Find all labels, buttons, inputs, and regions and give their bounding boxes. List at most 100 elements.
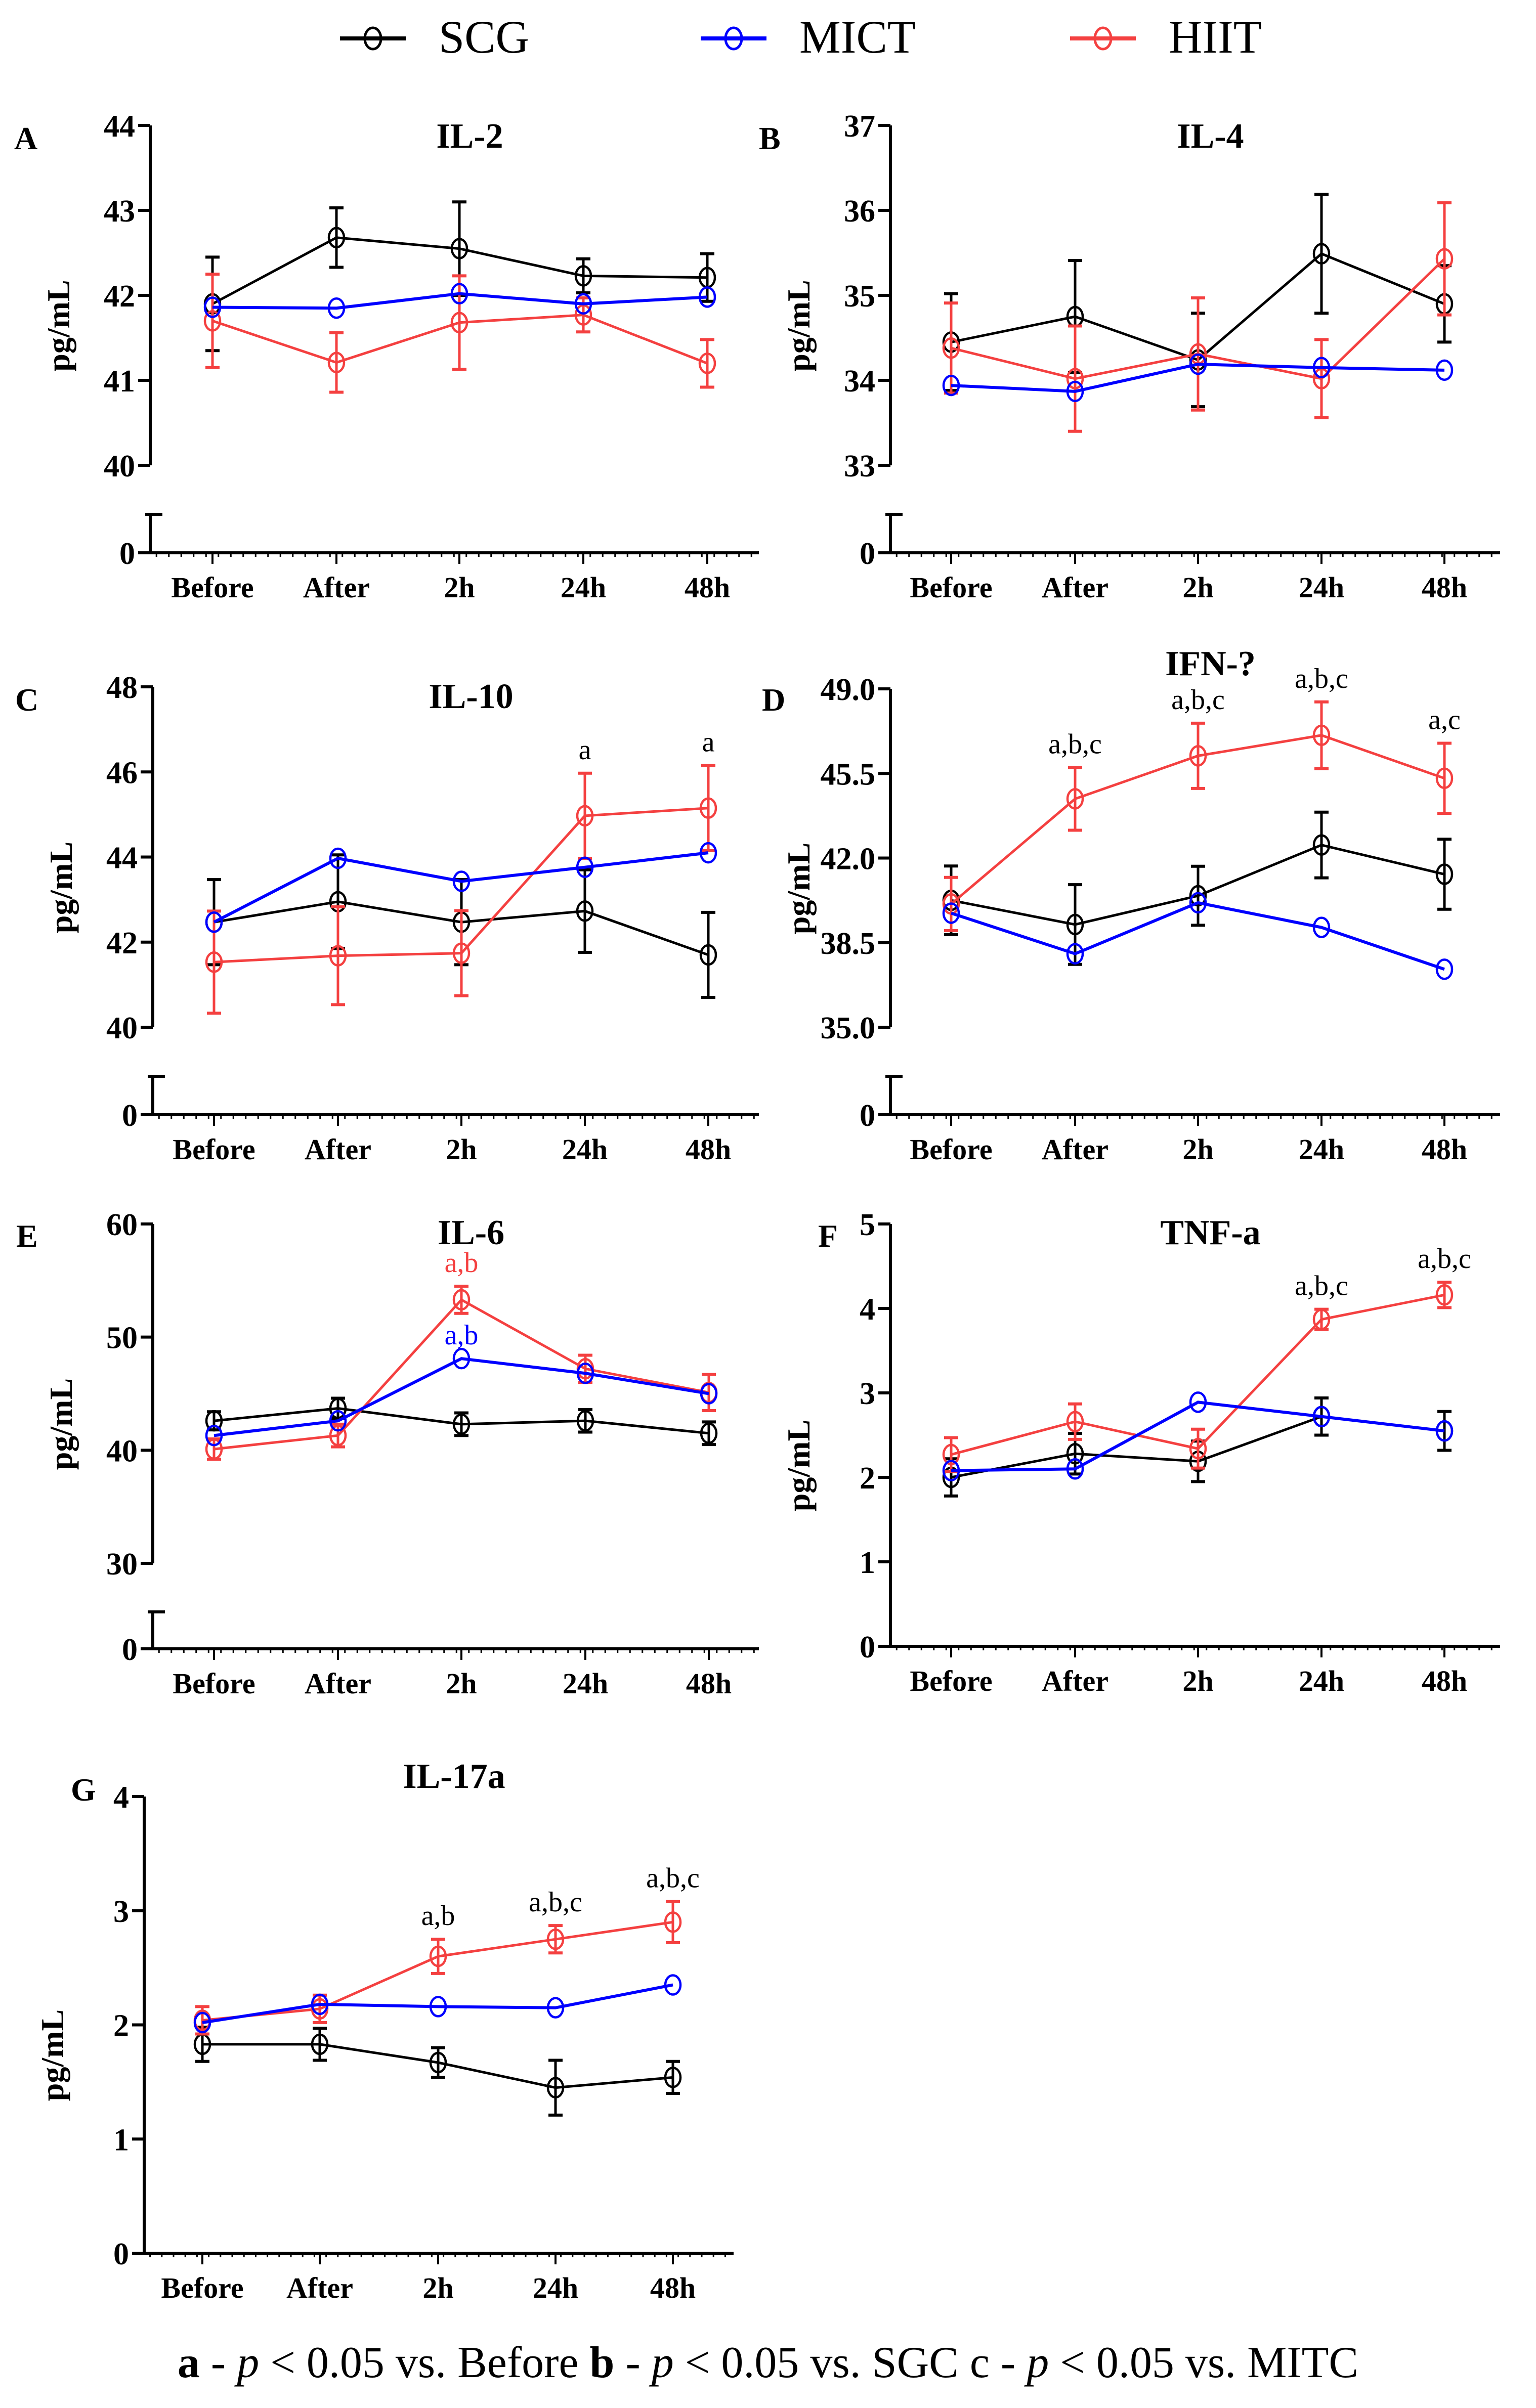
- significance-label: a,b,c: [1295, 663, 1348, 694]
- panel-letter: G: [71, 1772, 96, 1808]
- series-line: [951, 363, 1445, 393]
- series-line: [212, 314, 708, 365]
- x-tick-label: After: [303, 571, 370, 604]
- data-point: [576, 900, 594, 922]
- x-tick-label: 48h: [1422, 1133, 1467, 1166]
- x-tick-label: Before: [171, 571, 253, 604]
- y-tick-label: 44: [104, 109, 135, 144]
- y-axis-label: pg/mL: [781, 280, 817, 371]
- y-tick-label: 60: [106, 1208, 138, 1242]
- data-point: [1312, 834, 1331, 856]
- series-line: [214, 1407, 709, 1435]
- y-tick-label: 48: [106, 671, 138, 705]
- significance-label: a,b: [421, 1900, 455, 1932]
- y-axis-label: pg/mL: [43, 1378, 79, 1470]
- data-point: [429, 2051, 447, 2074]
- footnote-c-letter: c: [970, 2338, 990, 2387]
- series-line: [202, 1920, 673, 2022]
- y-tick-label: 35: [844, 279, 875, 314]
- series-line: [951, 1293, 1445, 1456]
- footnote-c-dash: -: [1001, 2338, 1027, 2387]
- x-tick-label: 24h: [563, 1667, 608, 1700]
- x-tick-label: After: [305, 1133, 371, 1166]
- data-point: [574, 265, 592, 287]
- footnote-b-dash: -: [625, 2338, 651, 2387]
- data-point: [1066, 1458, 1084, 1480]
- y-tick-label: 1: [860, 1546, 875, 1580]
- data-point: [700, 1422, 718, 1444]
- x-tick-label: 2h: [1182, 1133, 1213, 1166]
- data-point: [942, 374, 960, 397]
- data-point: [576, 856, 594, 878]
- y-tick-label: 40: [106, 1434, 138, 1468]
- data-point: [1189, 885, 1207, 907]
- y-tick-label-zero: 0: [860, 537, 875, 571]
- data-point: [1312, 1308, 1331, 1330]
- data-point: [698, 286, 716, 308]
- x-tick-label: 2h: [444, 571, 475, 604]
- y-tick-label-zero: 0: [122, 1633, 138, 1667]
- footnote-a-dash: -: [211, 2338, 237, 2387]
- data-point: [1312, 916, 1331, 938]
- series-mict: [203, 283, 716, 319]
- data-point: [329, 1425, 347, 1447]
- x-tick-label: 48h: [650, 2271, 696, 2304]
- legend-item-hiit: HIIT: [1070, 11, 1262, 63]
- legend-marker-icon: [724, 26, 743, 51]
- legend: SCG MICT HIIT: [340, 11, 1262, 63]
- series-mict: [942, 892, 1454, 980]
- y-tick-label: 50: [106, 1321, 138, 1355]
- y-tick-label: 4: [860, 1292, 875, 1327]
- x-tick-label: Before: [173, 1667, 255, 1700]
- y-tick-label: 44: [106, 841, 138, 875]
- data-point: [1312, 724, 1331, 746]
- x-tick-label: 2h: [446, 1667, 477, 1700]
- data-point: [1189, 353, 1207, 375]
- x-tick-label: Before: [910, 1665, 992, 1697]
- y-axis-label: pg/mL: [781, 1420, 817, 1511]
- y-tick-label-zero: 0: [119, 537, 135, 571]
- legend-label: MICT: [799, 11, 916, 63]
- y-tick-label: 4: [113, 1780, 129, 1815]
- chart-title: IL-17a: [403, 1757, 505, 1796]
- x-tick-label: 2h: [422, 2271, 453, 2304]
- significance-label: a,b,c: [1295, 1271, 1348, 1302]
- data-point: [1312, 357, 1331, 379]
- data-point: [327, 352, 346, 373]
- panel-a: A IL-2 pg/mL 40 41 42 43 44 0 Before After 2h 24h 48h: [14, 109, 759, 604]
- y-tick-label: 46: [106, 756, 138, 790]
- y-tick-label: 3: [860, 1377, 875, 1411]
- x-tick-label: 24h: [1299, 1133, 1344, 1166]
- data-point: [546, 1997, 565, 2019]
- data-point: [699, 842, 717, 864]
- data-point: [1312, 1406, 1331, 1428]
- y-tick-label-zero: 0: [122, 1099, 138, 1133]
- footnote-text: a - p < 0.05 vs. Before b - p < 0.05 vs.…: [178, 2338, 1358, 2387]
- panel-letter: D: [762, 682, 785, 718]
- y-tick-label: 2: [113, 2009, 129, 2043]
- chart-title: IL-2: [436, 117, 503, 156]
- panel-e: E IL-6 pg/mL 30 40 50 60 0 Before After 2h 24h 48h a,…: [16, 1208, 759, 1700]
- y-tick-label: 0: [860, 1630, 875, 1665]
- panel-g: G IL-17a pg/mL 0 1 2 3 4 Before After 2h 24h 48h a,b a…: [34, 1757, 734, 2304]
- y-tick-label: 49.0: [821, 673, 876, 707]
- series-hiit: [942, 700, 1454, 932]
- data-point: [205, 951, 223, 973]
- series-line: [202, 1983, 673, 2024]
- x-tick-label: Before: [161, 2271, 243, 2304]
- data-point: [452, 1289, 471, 1311]
- series-line: [950, 734, 1445, 905]
- data-point: [1312, 243, 1331, 265]
- data-point: [1435, 958, 1454, 980]
- y-tick-label: 43: [104, 194, 135, 229]
- data-point: [452, 870, 471, 892]
- y-tick-label: 1: [113, 2123, 129, 2157]
- significance-label: a,b,c: [646, 1863, 700, 1894]
- footnote-b-letter: b: [590, 2338, 615, 2387]
- data-point: [1189, 1437, 1207, 1460]
- data-point: [205, 1410, 223, 1432]
- x-tick-label: 2h: [1182, 571, 1213, 604]
- series-line: [214, 807, 709, 964]
- significance-label: a,b: [445, 1247, 479, 1279]
- data-point: [942, 1443, 960, 1466]
